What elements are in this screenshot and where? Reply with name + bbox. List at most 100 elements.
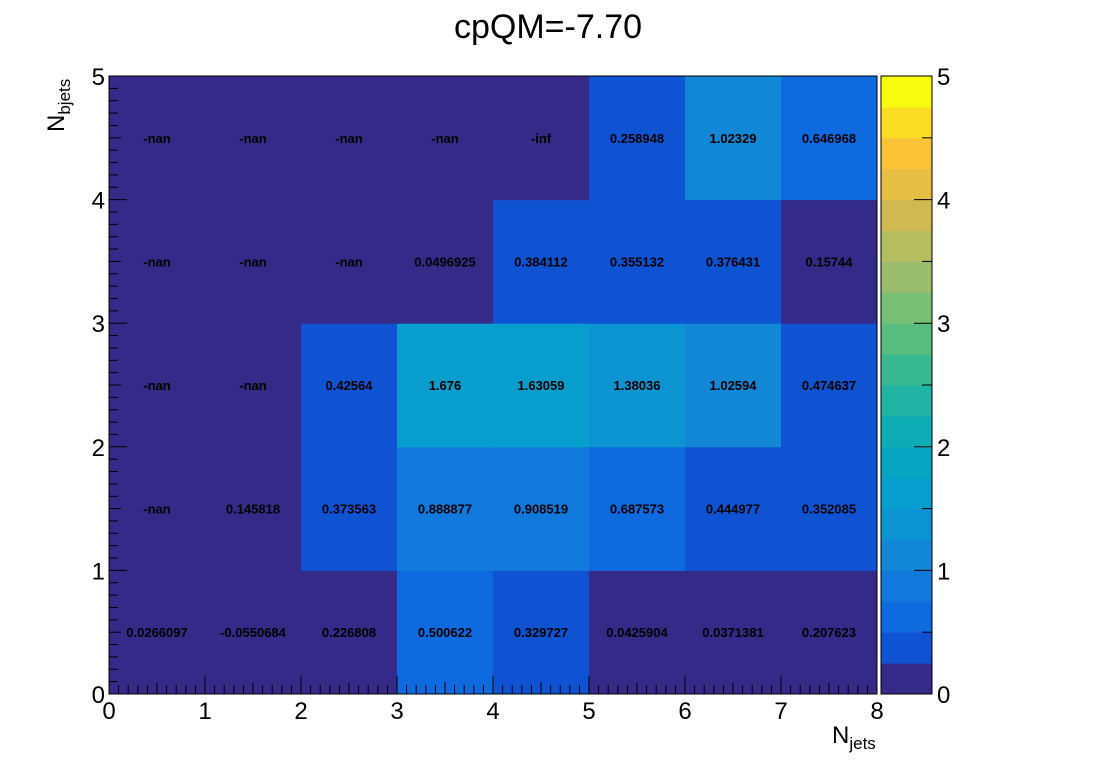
color-scale-band bbox=[881, 663, 932, 695]
heatmap-cell-label: 0.0266097 bbox=[126, 625, 187, 640]
heatmap-cell bbox=[589, 323, 686, 448]
y-tick-label: 2 bbox=[92, 435, 105, 462]
color-scale-band bbox=[881, 570, 932, 602]
y-axis-label: Nbjets bbox=[43, 79, 74, 132]
heatmap-cell-label: -0.0550684 bbox=[220, 625, 287, 640]
heatmap-cell bbox=[685, 76, 782, 201]
color-scale-tick-label: 1 bbox=[937, 558, 950, 585]
heatmap-cell bbox=[781, 570, 878, 695]
color-scale-band bbox=[881, 261, 932, 293]
color-scale-tick-label: 5 bbox=[937, 64, 950, 91]
color-scale-band bbox=[881, 539, 932, 571]
color-scale-band bbox=[881, 76, 932, 108]
heatmap-cell bbox=[109, 570, 206, 695]
heatmap-cell bbox=[493, 323, 590, 448]
heatmap-cell bbox=[205, 446, 302, 571]
x-tick-label: 0 bbox=[102, 698, 115, 725]
heatmap-cell-label: 0.384112 bbox=[514, 254, 568, 269]
heatmap-cell bbox=[781, 76, 878, 201]
heatmap-cell bbox=[397, 323, 494, 448]
y-tick-label: 1 bbox=[92, 558, 105, 585]
heatmap-cell-label: -nan bbox=[335, 131, 363, 146]
heatmap-cell-label: 0.687573 bbox=[610, 502, 664, 517]
heatmap-cell bbox=[301, 323, 398, 448]
heatmap-cell-label: -nan bbox=[239, 254, 267, 269]
heatmap-cell bbox=[109, 446, 206, 571]
heatmap-cell bbox=[493, 446, 590, 571]
heatmap-cell bbox=[397, 570, 494, 695]
heatmap-cell bbox=[589, 570, 686, 695]
heatmap-cell bbox=[781, 323, 878, 448]
heatmap-cells bbox=[109, 76, 878, 695]
chart-title: cpQM=-7.70 bbox=[454, 8, 642, 46]
x-axis-label: Njets bbox=[832, 722, 876, 753]
color-scale-band bbox=[881, 601, 932, 633]
heatmap-cell bbox=[109, 76, 206, 201]
heatmap-cell bbox=[301, 76, 398, 201]
color-scale-band bbox=[881, 477, 932, 510]
heatmap-cell-label: 0.908519 bbox=[514, 502, 568, 517]
heatmap-cell-label: 1.676 bbox=[429, 378, 462, 393]
heatmap-cell-label: 1.02329 bbox=[710, 131, 757, 146]
x-tick-label: 3 bbox=[390, 698, 403, 725]
x-axis-label-main: N bbox=[832, 722, 849, 749]
heatmap-cell bbox=[781, 199, 878, 324]
x-tick-label: 6 bbox=[678, 698, 691, 725]
heatmap-cell-labels: 0.0266097 -0.0550684 0.226808 0.500622 0.329… bbox=[126, 131, 856, 640]
heatmap-cell-label: 0.474637 bbox=[802, 378, 856, 393]
heatmap-cell-label: -nan bbox=[431, 131, 459, 146]
heatmap-cell-label: 0.355132 bbox=[610, 254, 664, 269]
heatmap-cell bbox=[589, 76, 686, 201]
heatmap-cell-label: 0.0425904 bbox=[606, 625, 668, 640]
x-axis: 0 1 2 3 4 5 6 7 8 bbox=[102, 676, 884, 725]
color-scale-band bbox=[881, 415, 932, 448]
heatmap-cell bbox=[397, 199, 494, 324]
heatmap-cell bbox=[589, 199, 686, 324]
color-scale-band bbox=[881, 446, 932, 479]
heatmap-cell bbox=[781, 446, 878, 571]
heatmap-cell-label: 0.258948 bbox=[610, 131, 664, 146]
color-scale-band bbox=[881, 106, 932, 139]
y-axis-label-sub: bjets bbox=[55, 79, 74, 115]
x-tick-label: 1 bbox=[198, 698, 211, 725]
y-axis-label-main: N bbox=[43, 115, 70, 132]
color-scale-tick-label: 0 bbox=[937, 682, 950, 709]
heatmap-cell-label: -nan bbox=[239, 378, 267, 393]
color-scale-band bbox=[881, 632, 932, 664]
heatmap-cell bbox=[205, 323, 302, 448]
heatmap-cell bbox=[301, 446, 398, 571]
x-tick-label: 4 bbox=[486, 698, 499, 725]
y-axis-label-group: Nbjets bbox=[43, 79, 74, 132]
color-scale-tick-label: 4 bbox=[937, 188, 950, 215]
heatmap-cell-label: -nan bbox=[143, 254, 171, 269]
heatmap-cell-label: 0.207623 bbox=[802, 625, 856, 640]
color-scale-band bbox=[881, 354, 932, 386]
heatmap-cell-label: -nan bbox=[143, 131, 171, 146]
heatmap-cell-label: 0.352085 bbox=[802, 502, 856, 517]
color-scale-band bbox=[881, 385, 932, 417]
heatmap-cell-label: 0.226808 bbox=[322, 625, 376, 640]
y-tick-label: 3 bbox=[92, 311, 105, 338]
x-tick-label: 5 bbox=[582, 698, 595, 725]
heatmap-cell-label: 0.15744 bbox=[806, 254, 854, 269]
heatmap-cell bbox=[301, 570, 398, 695]
heatmap-cell bbox=[205, 76, 302, 201]
heatmap-cell-label: 1.63059 bbox=[518, 378, 565, 393]
color-scale-tick-label: 2 bbox=[937, 435, 950, 462]
color-scale-tick-label: 3 bbox=[937, 311, 950, 338]
heatmap-cell bbox=[205, 570, 302, 695]
heatmap-cell bbox=[493, 570, 590, 695]
heatmap-cell-label: 0.329727 bbox=[514, 625, 568, 640]
x-axis-label-sub: jets bbox=[848, 734, 875, 753]
heatmap-cell bbox=[205, 199, 302, 324]
x-tick-label: 2 bbox=[294, 698, 307, 725]
heatmap-cell-label: -nan bbox=[239, 131, 267, 146]
heatmap-cell-label: 0.500622 bbox=[418, 625, 472, 640]
color-scale-band bbox=[881, 137, 932, 170]
heatmap-cell-label: 0.0371381 bbox=[702, 625, 763, 640]
heatmap-cell-label: 0.888877 bbox=[418, 502, 472, 517]
heatmap-cell bbox=[397, 76, 494, 201]
color-scale-band bbox=[881, 292, 932, 324]
color-scale-band bbox=[881, 199, 932, 231]
